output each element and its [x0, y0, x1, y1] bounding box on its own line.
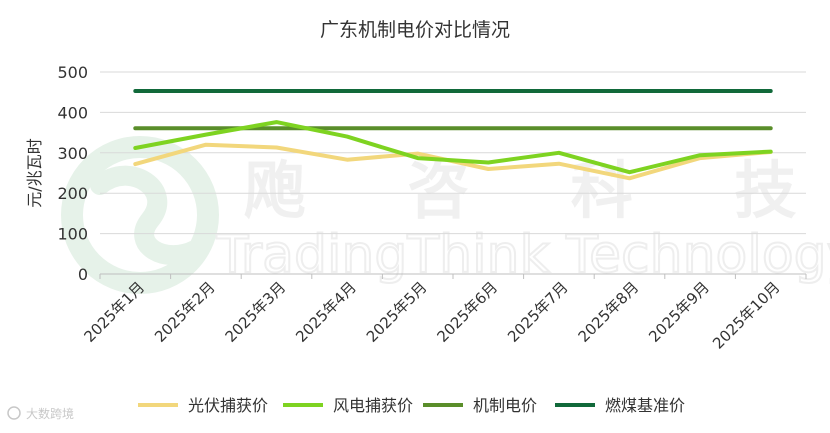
legend-label: 光伏捕获价: [188, 396, 268, 415]
x-tick-label: 2025年10月: [709, 278, 783, 352]
x-tick-label: 2025年8月: [575, 278, 643, 346]
y-tick-label: 0: [78, 265, 88, 284]
y-tick-label: 300: [57, 144, 88, 163]
y-tick-label: 200: [57, 184, 88, 203]
watermark-logo-swirl: [90, 165, 205, 266]
source-icon: [7, 406, 21, 420]
y-tick-label: 400: [57, 103, 88, 122]
legend: 光伏捕获价 风电捕获价 机制电价 燃煤基准价: [138, 396, 685, 415]
series-line: [133, 120, 773, 175]
series-1: [133, 120, 773, 175]
legend-label: 机制电价: [473, 396, 537, 415]
x-tick-label: 2025年7月: [504, 278, 572, 346]
legend-label: 燃煤基准价: [605, 396, 685, 415]
x-tick-label: 2025年9月: [645, 278, 713, 346]
chart-title: 广东机制电价对比情况: [320, 19, 510, 41]
x-tick-label: 2025年4月: [292, 278, 360, 346]
watermark-en-text: TradingThink Technology: [216, 225, 830, 285]
source-mark: 大数跨境: [26, 406, 74, 421]
x-tick-label: 2025年3月: [222, 278, 290, 346]
y-axis-label: 元/兆瓦时: [25, 138, 44, 207]
x-tick-label: 2025年5月: [363, 278, 431, 346]
gridlines: [100, 71, 806, 275]
y-tick-label: 500: [57, 63, 88, 82]
y-tick-label: 100: [57, 225, 88, 244]
x-tick-label: 2025年6月: [433, 278, 501, 346]
legend-label: 风电捕获价: [333, 396, 413, 415]
